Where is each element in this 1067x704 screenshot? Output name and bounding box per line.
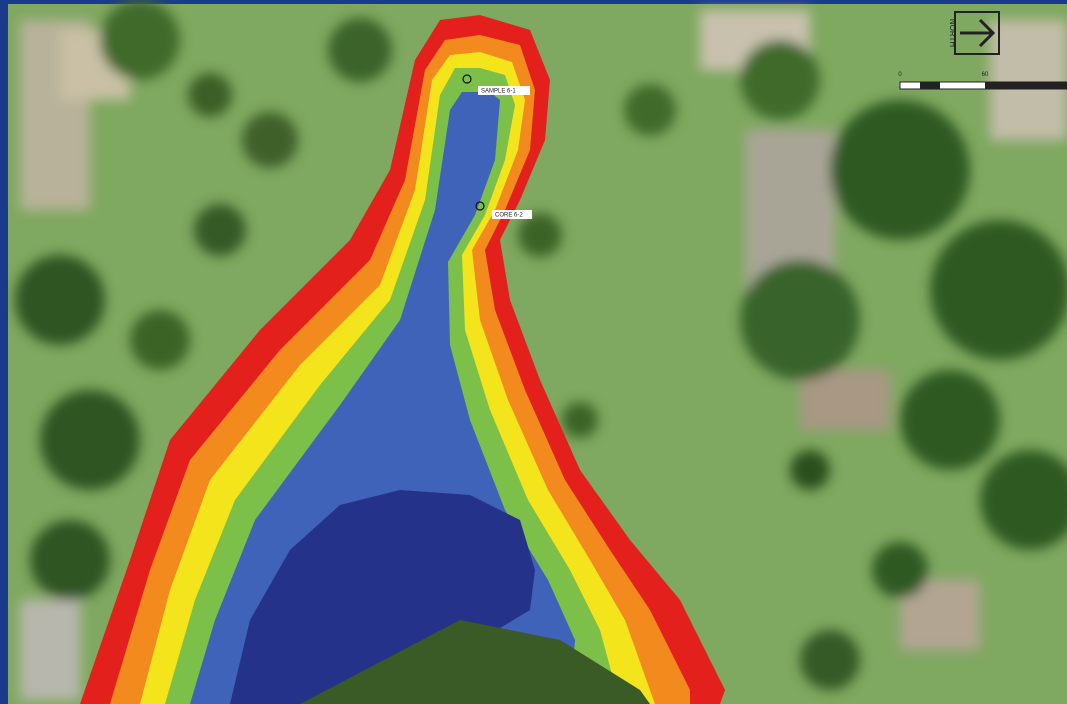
contours — [80, 15, 725, 704]
scale-bar: 0 60 — [898, 72, 1067, 90]
unmapped-area — [300, 620, 650, 704]
scale-label: 60 — [982, 72, 989, 78]
trees — [15, 0, 1067, 700]
north-box — [954, 11, 1000, 55]
scale-segment — [920, 82, 940, 89]
sample-label: SAMPLE 6-1 — [481, 89, 516, 95]
house — [800, 370, 890, 430]
north-label: NORTH — [948, 19, 957, 48]
scale-frame — [899, 81, 1067, 90]
house — [990, 20, 1067, 140]
sample-label-box — [478, 86, 530, 95]
north-arrow: NORTH — [948, 11, 1000, 55]
house — [20, 600, 80, 700]
sample-label-box — [492, 210, 532, 219]
arrow — [960, 18, 996, 48]
sample-point — [462, 74, 472, 84]
contour-deep — [230, 490, 535, 704]
scale-label: 0 — [898, 72, 902, 78]
sample-point — [475, 201, 485, 211]
sample-label: CORE 6-2 — [495, 213, 523, 219]
scale-segment — [985, 82, 1067, 89]
